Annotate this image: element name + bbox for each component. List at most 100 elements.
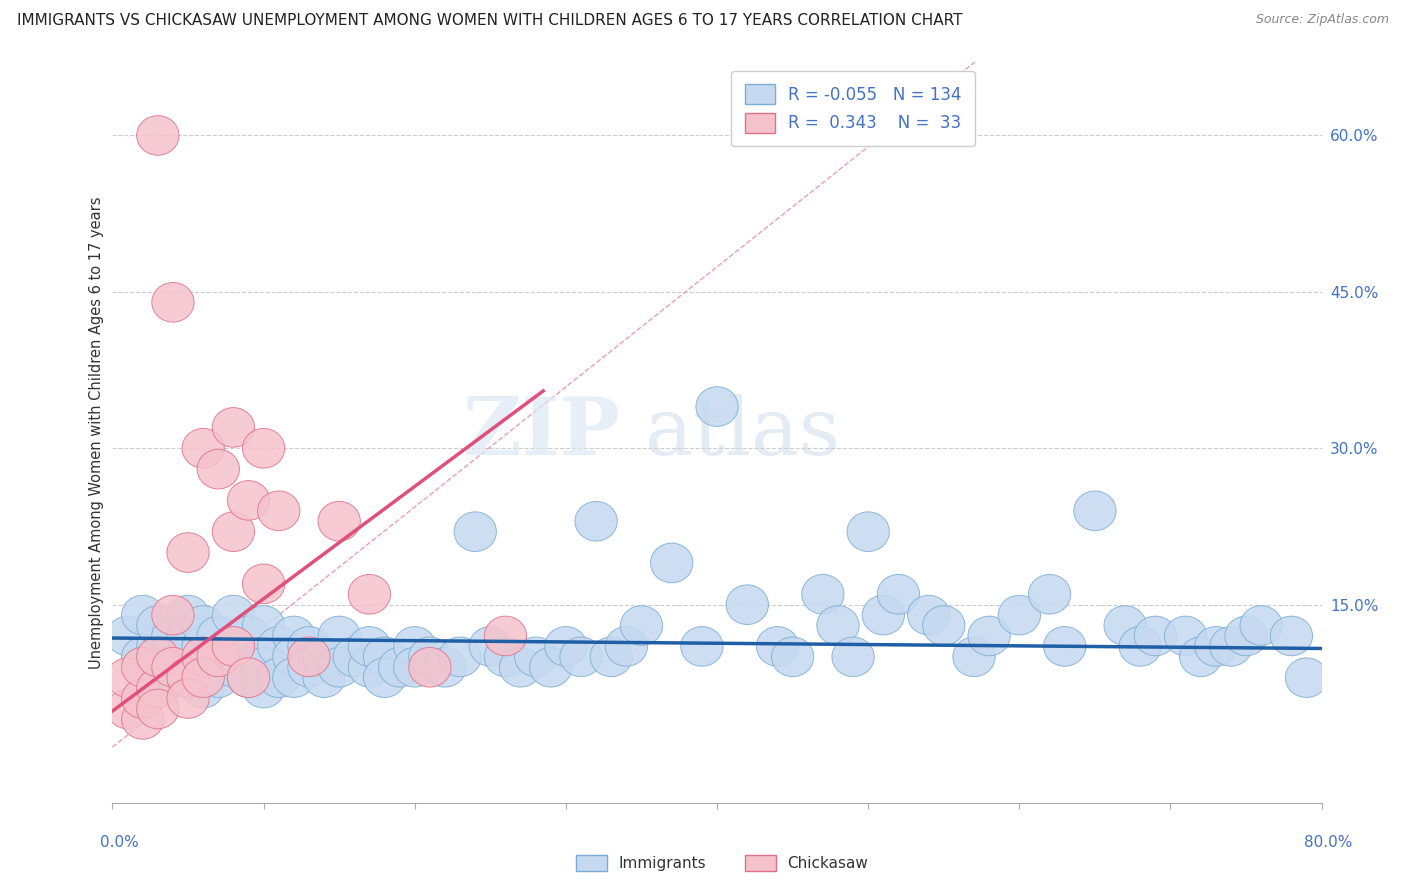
Ellipse shape xyxy=(998,595,1040,635)
Ellipse shape xyxy=(152,616,194,656)
Ellipse shape xyxy=(228,658,270,698)
Ellipse shape xyxy=(439,637,481,677)
Ellipse shape xyxy=(620,606,662,645)
Ellipse shape xyxy=(212,626,254,666)
Ellipse shape xyxy=(772,637,814,677)
Ellipse shape xyxy=(197,450,239,489)
Ellipse shape xyxy=(288,648,330,687)
Ellipse shape xyxy=(136,648,179,687)
Ellipse shape xyxy=(136,116,179,155)
Ellipse shape xyxy=(394,648,436,687)
Ellipse shape xyxy=(167,679,209,718)
Ellipse shape xyxy=(1119,626,1161,666)
Ellipse shape xyxy=(273,658,315,698)
Ellipse shape xyxy=(242,637,285,677)
Ellipse shape xyxy=(409,637,451,677)
Ellipse shape xyxy=(544,626,588,666)
Ellipse shape xyxy=(136,626,179,666)
Ellipse shape xyxy=(409,648,451,687)
Ellipse shape xyxy=(152,283,194,322)
Ellipse shape xyxy=(575,501,617,541)
Ellipse shape xyxy=(228,616,270,656)
Ellipse shape xyxy=(228,658,270,698)
Ellipse shape xyxy=(181,626,225,666)
Ellipse shape xyxy=(801,574,844,614)
Ellipse shape xyxy=(349,574,391,614)
Ellipse shape xyxy=(107,658,149,698)
Ellipse shape xyxy=(107,616,149,656)
Ellipse shape xyxy=(591,637,633,677)
Ellipse shape xyxy=(846,512,890,551)
Ellipse shape xyxy=(136,637,179,677)
Ellipse shape xyxy=(228,481,270,520)
Ellipse shape xyxy=(181,606,225,645)
Ellipse shape xyxy=(877,574,920,614)
Ellipse shape xyxy=(862,595,904,635)
Ellipse shape xyxy=(212,408,254,447)
Ellipse shape xyxy=(212,648,254,687)
Ellipse shape xyxy=(288,626,330,666)
Ellipse shape xyxy=(318,616,360,656)
Ellipse shape xyxy=(212,595,254,635)
Ellipse shape xyxy=(832,637,875,677)
Ellipse shape xyxy=(318,648,360,687)
Ellipse shape xyxy=(242,668,285,708)
Text: 80.0%: 80.0% xyxy=(1305,836,1353,850)
Ellipse shape xyxy=(302,637,346,677)
Ellipse shape xyxy=(242,606,285,645)
Ellipse shape xyxy=(1209,626,1253,666)
Ellipse shape xyxy=(423,648,467,687)
Ellipse shape xyxy=(756,626,799,666)
Ellipse shape xyxy=(530,648,572,687)
Ellipse shape xyxy=(363,658,406,698)
Ellipse shape xyxy=(560,637,602,677)
Ellipse shape xyxy=(181,648,225,687)
Ellipse shape xyxy=(288,637,330,677)
Ellipse shape xyxy=(484,616,527,656)
Ellipse shape xyxy=(121,595,165,635)
Ellipse shape xyxy=(197,637,239,677)
Ellipse shape xyxy=(152,648,194,687)
Ellipse shape xyxy=(725,585,769,624)
Ellipse shape xyxy=(681,626,723,666)
Ellipse shape xyxy=(181,668,225,708)
Ellipse shape xyxy=(197,616,239,656)
Y-axis label: Unemployment Among Women with Children Ages 6 to 17 years: Unemployment Among Women with Children A… xyxy=(89,196,104,669)
Ellipse shape xyxy=(167,637,209,677)
Ellipse shape xyxy=(922,606,965,645)
Text: IMMIGRANTS VS CHICKASAW UNEMPLOYMENT AMONG WOMEN WITH CHILDREN AGES 6 TO 17 YEAR: IMMIGRANTS VS CHICKASAW UNEMPLOYMENT AMO… xyxy=(17,13,962,29)
Ellipse shape xyxy=(454,512,496,551)
Ellipse shape xyxy=(363,637,406,677)
Text: Source: ZipAtlas.com: Source: ZipAtlas.com xyxy=(1256,13,1389,27)
Ellipse shape xyxy=(167,533,209,573)
Ellipse shape xyxy=(152,595,194,635)
Ellipse shape xyxy=(1028,574,1071,614)
Ellipse shape xyxy=(167,616,209,656)
Ellipse shape xyxy=(1180,637,1222,677)
Ellipse shape xyxy=(136,690,179,729)
Ellipse shape xyxy=(378,648,420,687)
Ellipse shape xyxy=(349,626,391,666)
Ellipse shape xyxy=(499,648,541,687)
Ellipse shape xyxy=(967,616,1011,656)
Text: ZIP: ZIP xyxy=(464,393,620,472)
Ellipse shape xyxy=(605,626,648,666)
Ellipse shape xyxy=(302,658,346,698)
Ellipse shape xyxy=(197,637,239,677)
Ellipse shape xyxy=(167,658,209,698)
Ellipse shape xyxy=(197,658,239,698)
Ellipse shape xyxy=(257,658,299,698)
Ellipse shape xyxy=(1270,616,1313,656)
Ellipse shape xyxy=(242,428,285,468)
Ellipse shape xyxy=(242,648,285,687)
Ellipse shape xyxy=(257,491,299,531)
Ellipse shape xyxy=(136,606,179,645)
Ellipse shape xyxy=(257,626,299,666)
Text: Chickasaw: Chickasaw xyxy=(787,856,869,871)
Ellipse shape xyxy=(1164,616,1206,656)
Ellipse shape xyxy=(212,512,254,551)
Ellipse shape xyxy=(228,637,270,677)
Ellipse shape xyxy=(1285,658,1327,698)
Ellipse shape xyxy=(953,637,995,677)
Ellipse shape xyxy=(152,637,194,677)
